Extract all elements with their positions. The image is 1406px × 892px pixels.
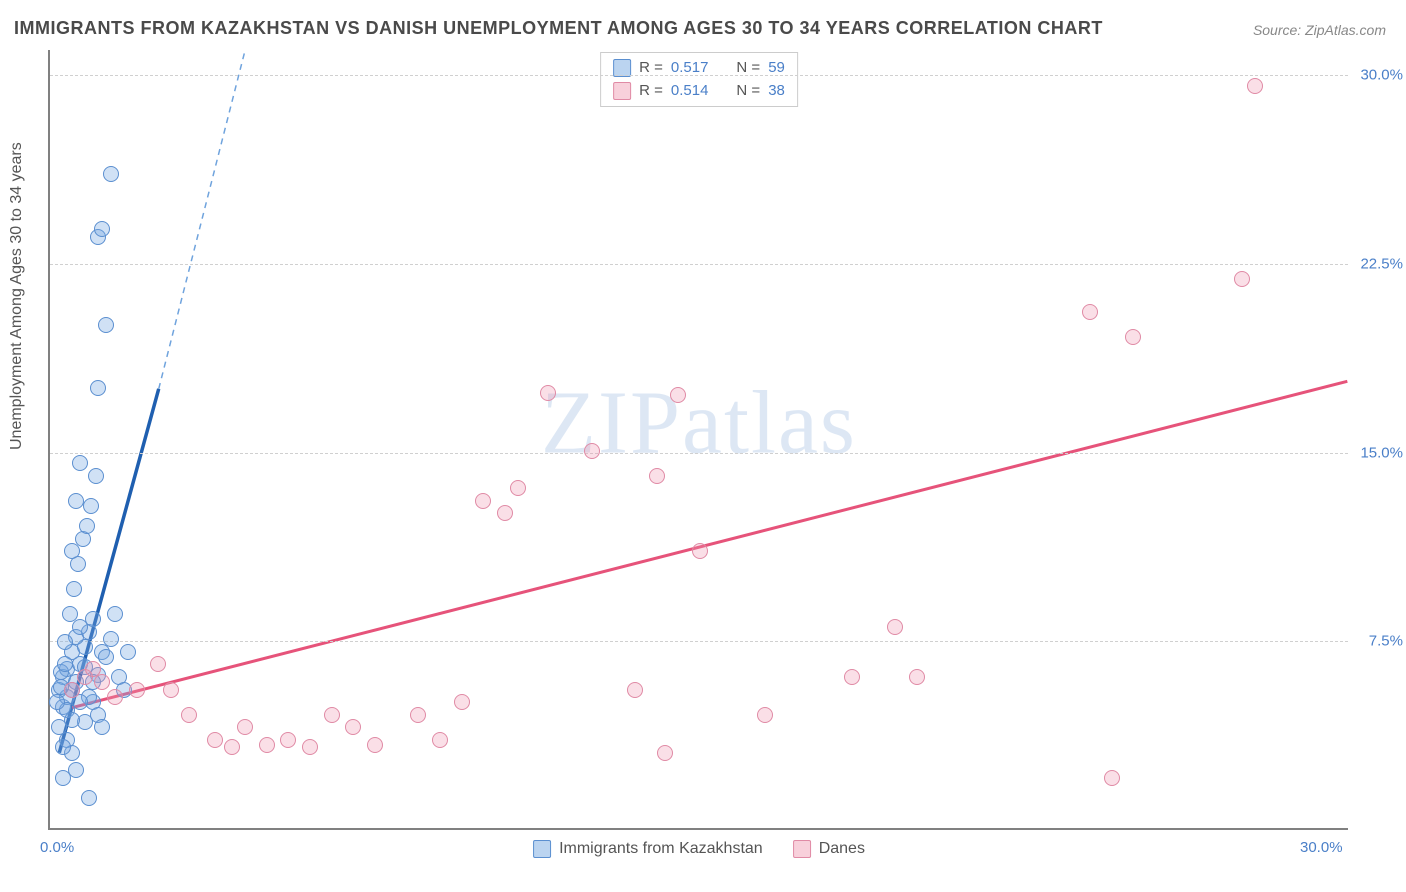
watermark: ZIPatlas	[541, 372, 857, 475]
data-point	[83, 498, 99, 514]
x-tick-label: 0.0%	[40, 839, 74, 856]
legend-series-label: Danes	[819, 840, 865, 858]
data-point	[887, 619, 903, 635]
data-point	[98, 649, 114, 665]
data-point	[324, 707, 340, 723]
data-point	[107, 689, 123, 705]
data-point	[68, 493, 84, 509]
series-legend: Immigrants from Kazakhstan Danes	[533, 840, 865, 858]
data-point	[62, 606, 78, 622]
data-point	[584, 443, 600, 459]
legend-swatch	[793, 840, 811, 858]
data-point	[88, 468, 104, 484]
data-point	[66, 581, 82, 597]
data-point	[207, 732, 223, 748]
data-point	[64, 543, 80, 559]
data-point	[757, 707, 773, 723]
y-tick-label: 22.5%	[1360, 255, 1403, 272]
data-point	[64, 712, 80, 728]
data-point	[345, 719, 361, 735]
legend-r-value: 0.514	[671, 80, 709, 103]
data-point	[454, 694, 470, 710]
data-point	[120, 644, 136, 660]
data-point	[129, 682, 145, 698]
legend-n-value: 38	[768, 80, 785, 103]
legend-item: Immigrants from Kazakhstan	[533, 840, 763, 858]
data-point	[692, 543, 708, 559]
plot-area: ZIPatlas R =0.517N =59R =0.514N =38 Immi…	[48, 50, 1348, 830]
legend-item: Danes	[793, 840, 865, 858]
data-point	[103, 166, 119, 182]
gridline	[50, 264, 1348, 265]
data-point	[1234, 271, 1250, 287]
chart-title: IMMIGRANTS FROM KAZAKHSTAN VS DANISH UNE…	[14, 18, 1103, 39]
data-point	[72, 455, 88, 471]
legend-n-label: N =	[736, 80, 760, 103]
legend-row: R = 0.514 N = 38	[613, 80, 785, 103]
data-point	[510, 480, 526, 496]
data-point	[98, 317, 114, 333]
data-point	[55, 739, 71, 755]
correlation-legend: R =0.517N =59R =0.514N =38	[600, 52, 798, 107]
data-point	[103, 631, 119, 647]
data-point	[410, 707, 426, 723]
source-attribution: Source: ZipAtlas.com	[1253, 22, 1386, 38]
data-point	[657, 745, 673, 761]
data-point	[497, 505, 513, 521]
trend-lines	[50, 50, 1348, 828]
data-point	[150, 656, 166, 672]
data-point	[55, 770, 71, 786]
y-tick-label: 30.0%	[1360, 67, 1403, 84]
data-point	[94, 719, 110, 735]
x-tick-label: 30.0%	[1300, 839, 1343, 856]
data-point	[94, 221, 110, 237]
y-tick-label: 15.0%	[1360, 444, 1403, 461]
data-point	[909, 669, 925, 685]
data-point	[49, 694, 65, 710]
data-point	[90, 380, 106, 396]
data-point	[670, 387, 686, 403]
data-point	[85, 661, 101, 677]
data-point	[280, 732, 296, 748]
data-point	[79, 518, 95, 534]
data-point	[64, 682, 80, 698]
data-point	[85, 611, 101, 627]
y-tick-label: 7.5%	[1369, 633, 1403, 650]
legend-swatch	[613, 82, 631, 100]
data-point	[540, 385, 556, 401]
data-point	[224, 739, 240, 755]
data-point	[1104, 770, 1120, 786]
gridline	[50, 75, 1348, 76]
y-axis-label: Unemployment Among Ages 30 to 34 years	[8, 142, 26, 450]
data-point	[163, 682, 179, 698]
data-point	[432, 732, 448, 748]
data-point	[475, 493, 491, 509]
data-point	[107, 606, 123, 622]
legend-r-label: R =	[639, 80, 663, 103]
data-point	[1125, 329, 1141, 345]
data-point	[844, 669, 860, 685]
data-point	[367, 737, 383, 753]
gridline	[50, 641, 1348, 642]
gridline	[50, 453, 1348, 454]
data-point	[181, 707, 197, 723]
data-point	[57, 634, 73, 650]
data-point	[1082, 304, 1098, 320]
data-point	[1247, 78, 1263, 94]
legend-series-label: Immigrants from Kazakhstan	[559, 840, 763, 858]
data-point	[259, 737, 275, 753]
data-point	[237, 719, 253, 735]
data-point	[81, 790, 97, 806]
data-point	[627, 682, 643, 698]
data-point	[649, 468, 665, 484]
legend-swatch	[533, 840, 551, 858]
data-point	[302, 739, 318, 755]
data-point	[57, 656, 73, 672]
